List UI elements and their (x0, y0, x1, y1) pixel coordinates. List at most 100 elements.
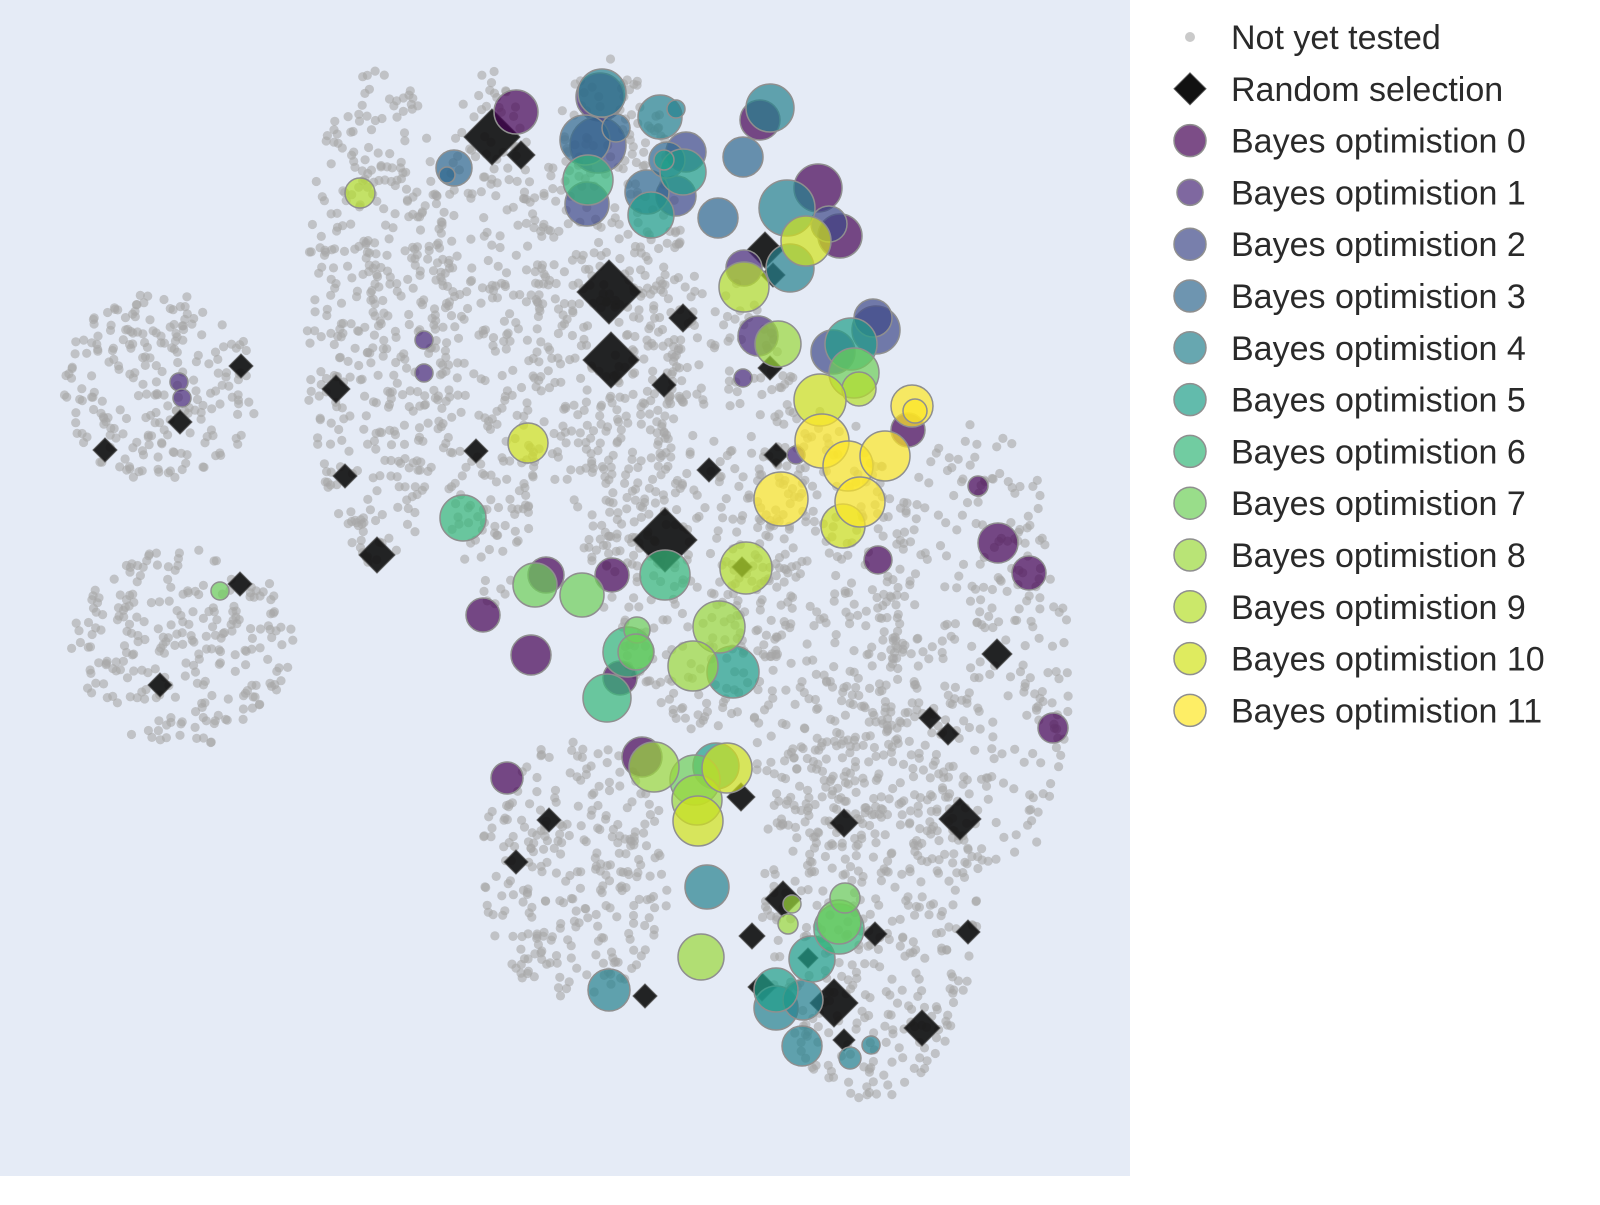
untested-point (594, 237, 604, 248)
untested-point (153, 726, 163, 736)
untested-point (536, 337, 546, 347)
untested-point (621, 883, 631, 893)
untested-point (940, 715, 951, 725)
untested-point (977, 844, 987, 854)
untested-point (148, 326, 158, 336)
untested-point (426, 176, 436, 186)
untested-point (1020, 641, 1030, 651)
untested-point (359, 424, 369, 434)
bayes-optimisation-11-point (859, 430, 911, 482)
untested-point (469, 112, 479, 122)
untested-point (361, 411, 371, 421)
untested-point (528, 209, 538, 219)
untested-point (129, 649, 139, 659)
untested-point (640, 399, 650, 409)
untested-point (372, 486, 382, 496)
untested-point (133, 391, 144, 401)
untested-point (832, 552, 843, 562)
untested-point (530, 267, 540, 277)
untested-point (491, 871, 501, 882)
untested-point (249, 409, 259, 419)
untested-point (810, 694, 821, 705)
untested-point (772, 632, 782, 643)
untested-point (476, 187, 486, 197)
untested-point (572, 751, 583, 761)
untested-point (965, 596, 976, 606)
untested-point (272, 666, 282, 677)
untested-point (392, 96, 402, 106)
untested-point (956, 477, 967, 487)
untested-point (413, 465, 423, 475)
untested-point (137, 665, 147, 675)
untested-point (925, 773, 935, 783)
untested-point (487, 174, 497, 184)
untested-point (459, 314, 469, 324)
untested-point (392, 112, 402, 122)
untested-point (661, 650, 671, 660)
untested-point (911, 945, 921, 955)
untested-point (845, 619, 855, 629)
untested-point (1063, 691, 1073, 701)
untested-point (997, 749, 1007, 759)
untested-point (892, 529, 902, 539)
legend-item: Bayes optimistion 2 (1173, 226, 1526, 264)
untested-point (562, 474, 572, 484)
untested-point (503, 328, 513, 338)
untested-point (505, 876, 515, 886)
untested-point (350, 343, 360, 353)
untested-point (189, 375, 199, 385)
legend-label: Bayes optimistion 6 (1231, 433, 1526, 471)
untested-point (634, 313, 644, 323)
untested-point (673, 273, 684, 283)
untested-point (561, 403, 571, 413)
untested-point (685, 447, 695, 457)
untested-point (721, 494, 731, 504)
untested-point (683, 550, 694, 560)
untested-point (1028, 481, 1038, 491)
untested-point (569, 400, 579, 410)
untested-point (1054, 762, 1064, 772)
untested-point (166, 713, 176, 723)
untested-point (388, 223, 398, 233)
untested-point (646, 894, 656, 904)
untested-point (142, 342, 152, 352)
untested-point (852, 973, 862, 984)
untested-point (444, 255, 454, 265)
untested-point (199, 462, 209, 472)
untested-point (595, 885, 606, 895)
untested-point (544, 752, 554, 763)
untested-point (645, 871, 655, 881)
untested-point (718, 513, 728, 523)
untested-point (669, 335, 679, 345)
untested-point (230, 650, 240, 660)
untested-point (612, 405, 622, 415)
untested-point (851, 851, 861, 861)
untested-point (810, 526, 821, 536)
untested-point (161, 733, 171, 743)
untested-point (927, 642, 937, 652)
untested-point (374, 282, 384, 292)
untested-point (196, 414, 206, 424)
bayes-optimisation-7-point (512, 562, 558, 608)
untested-point (973, 805, 983, 815)
untested-point (821, 676, 832, 686)
untested-point (62, 392, 72, 402)
untested-point (623, 418, 633, 428)
untested-point (809, 843, 820, 853)
untested-point (824, 1028, 834, 1038)
bayes-optimisation-4-point (781, 1025, 823, 1067)
untested-point (529, 838, 539, 848)
untested-point (357, 374, 367, 384)
untested-point (550, 294, 560, 304)
untested-point (337, 403, 347, 413)
untested-point (504, 175, 514, 185)
untested-point (410, 254, 420, 264)
untested-point (512, 410, 522, 420)
untested-point (400, 246, 410, 256)
untested-point (534, 375, 544, 385)
untested-point (795, 464, 805, 474)
untested-point (1038, 789, 1048, 799)
untested-point (964, 951, 974, 961)
untested-point (788, 543, 798, 553)
untested-point (640, 160, 650, 170)
